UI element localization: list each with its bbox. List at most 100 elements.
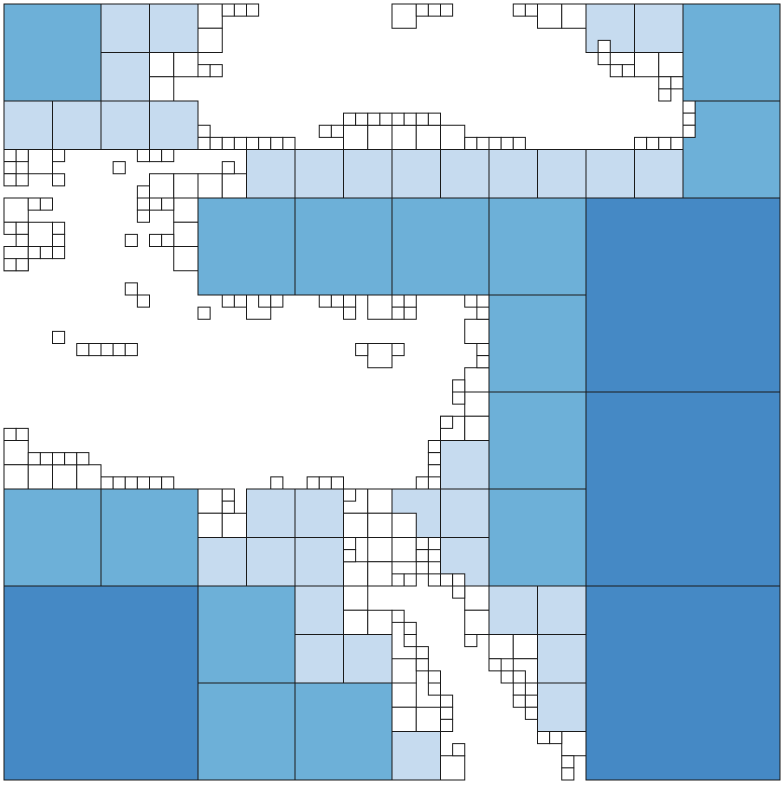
quadtree-cell-size-0.5 xyxy=(427,682,441,696)
quadtree-cell-size-0.5 xyxy=(3,427,17,441)
quadtree-cell-size-2 xyxy=(537,634,587,684)
quadtree-cell-size-1 xyxy=(464,415,490,441)
quadtree-cell-size-0.5 xyxy=(452,379,466,393)
quadtree-cell-size-0.5 xyxy=(27,452,41,466)
quadtree-cell-size-0.5 xyxy=(136,185,150,199)
quadtree-cell-size-1 xyxy=(415,706,441,732)
quadtree-cell-size-0.5 xyxy=(415,476,429,490)
quadtree-cell-size-0.5 xyxy=(76,343,90,357)
quadtree-cell-size-0.5 xyxy=(427,3,441,17)
quadtree-cell-size-1 xyxy=(343,561,369,587)
quadtree-cell-size-0.5 xyxy=(100,343,114,357)
quadtree-cell-size-1 xyxy=(173,52,199,78)
quadtree-cell-size-0.5 xyxy=(476,355,490,369)
quadtree-cell-size-0.5 xyxy=(415,537,429,551)
quadtree-cell-size-0.5 xyxy=(124,233,138,247)
quadtree-cell-size-0.5 xyxy=(403,621,417,635)
quadtree-cell-size-0.5 xyxy=(27,197,41,211)
quadtree-cell-size-2 xyxy=(294,537,344,587)
quadtree-cell-size-0.5 xyxy=(52,173,66,187)
quadtree-cell-size-2 xyxy=(100,3,150,53)
quadtree-cell-size-0.5 xyxy=(161,233,175,247)
quadtree-cell-size-0.5 xyxy=(233,3,247,17)
quadtree-cell-size-0.5 xyxy=(682,124,696,138)
quadtree-cell-size-0.5 xyxy=(646,136,660,150)
quadtree-cell-size-0.5 xyxy=(209,64,223,78)
quadtree-cell-size-0.5 xyxy=(403,573,417,587)
quadtree-cell-size-0.5 xyxy=(415,3,429,17)
quadtree-cell-size-2 xyxy=(343,149,393,199)
quadtree-cell-size-0.5 xyxy=(52,452,66,466)
quadtree-cell-size-0.5 xyxy=(149,149,163,163)
quadtree-cell-size-0.5 xyxy=(88,343,102,357)
quadtree-cell-size-2 xyxy=(197,537,247,587)
quadtree-cell-size-0.5 xyxy=(476,136,490,150)
quadtree-cell-size-0.5 xyxy=(500,136,514,150)
quadtree-cell-size-2 xyxy=(440,488,490,538)
quadtree-cell-size-1 xyxy=(512,634,538,660)
quadtree-cell-size-0.5 xyxy=(403,306,417,320)
quadtree-cell-size-4 xyxy=(294,682,393,781)
quadtree-cell-size-0.5 xyxy=(136,197,150,211)
quadtree-cell-size-1 xyxy=(391,706,417,732)
quadtree-cell-size-1 xyxy=(367,561,393,587)
quadtree-cell-size-0.5 xyxy=(512,682,526,696)
quadtree-cell-size-0.5 xyxy=(670,76,684,90)
quadtree-cell-size-1 xyxy=(3,440,29,466)
quadtree-cell-size-1 xyxy=(149,173,175,199)
quadtree-cell-size-0.5 xyxy=(488,658,502,672)
quadtree-cell-size-0.5 xyxy=(476,343,490,357)
quadtree-cell-size-0.5 xyxy=(15,221,29,235)
quadtree-cell-size-0.5 xyxy=(3,149,17,163)
quadtree-cell-size-0.5 xyxy=(464,136,478,150)
quadtree-cell-size-0.5 xyxy=(136,209,150,223)
quadtree-cell-size-1 xyxy=(367,294,393,320)
quadtree-cell-size-1 xyxy=(173,246,199,272)
quadtree-cell-size-2 xyxy=(52,100,102,150)
quadtree-cell-size-1 xyxy=(27,149,53,175)
quadtree-cell-size-0.5 xyxy=(221,3,235,17)
quadtree-cell-size-2 xyxy=(488,149,538,199)
quadtree-cell-size-0.5 xyxy=(258,136,272,150)
quadtree-cell-size-8 xyxy=(585,197,781,393)
quadtree-cell-size-0.5 xyxy=(427,452,441,466)
quadtree-cell-size-1 xyxy=(391,512,417,538)
quadtree-cell-size-1 xyxy=(440,124,466,150)
quadtree-cell-size-0.5 xyxy=(52,246,66,260)
quadtree-cell-size-0.5 xyxy=(197,64,211,78)
quadtree-cell-size-1 xyxy=(537,3,563,29)
quadtree-cell-size-2 xyxy=(294,488,344,538)
quadtree-cell-size-0.5 xyxy=(440,573,454,587)
quadtree-cell-size-1 xyxy=(367,488,393,514)
quadtree-cell-size-1 xyxy=(391,658,417,684)
quadtree-cell-size-0.5 xyxy=(379,112,393,126)
quadtree-cell-size-0.5 xyxy=(270,136,284,150)
quadtree-cell-size-0.5 xyxy=(343,488,357,502)
quadtree-cell-size-0.5 xyxy=(658,136,672,150)
quadtree-cell-size-0.5 xyxy=(415,549,429,563)
quadtree-cell-size-1 xyxy=(221,512,247,538)
quadtree-cell-size-0.5 xyxy=(415,658,429,672)
quadtree-cell-size-0.5 xyxy=(512,694,526,708)
quadtree-cell-size-0.5 xyxy=(391,343,405,357)
quadtree-cell-size-0.5 xyxy=(524,3,538,17)
quadtree-cell-size-0.5 xyxy=(476,306,490,320)
quadtree-cell-size-0.5 xyxy=(391,609,405,623)
quadtree-cell-size-0.5 xyxy=(634,136,648,150)
quadtree-cell-size-0.5 xyxy=(440,415,454,429)
quadtree-cell-size-0.5 xyxy=(488,136,502,150)
quadtree-cell-size-0.5 xyxy=(161,149,175,163)
quadtree-cell-size-0.5 xyxy=(427,549,441,563)
quadtree-cell-size-0.5 xyxy=(367,112,381,126)
quadtree-cell-size-0.5 xyxy=(52,330,66,344)
quadtree-cell-size-1 xyxy=(197,3,223,29)
quadtree-cell-size-4 xyxy=(197,197,296,296)
quadtree-cell-size-4 xyxy=(3,3,102,102)
quadtree-cell-size-2 xyxy=(488,585,538,635)
quadtree-cell-size-4 xyxy=(488,294,587,393)
quadtree-cell-size-0.5 xyxy=(415,646,429,660)
quadtree-cell-size-0.5 xyxy=(391,112,405,126)
quadtree-cell-size-0.5 xyxy=(52,233,66,247)
quadtree-cell-size-2 xyxy=(294,634,344,684)
quadtree-cell-size-4 xyxy=(488,197,587,296)
